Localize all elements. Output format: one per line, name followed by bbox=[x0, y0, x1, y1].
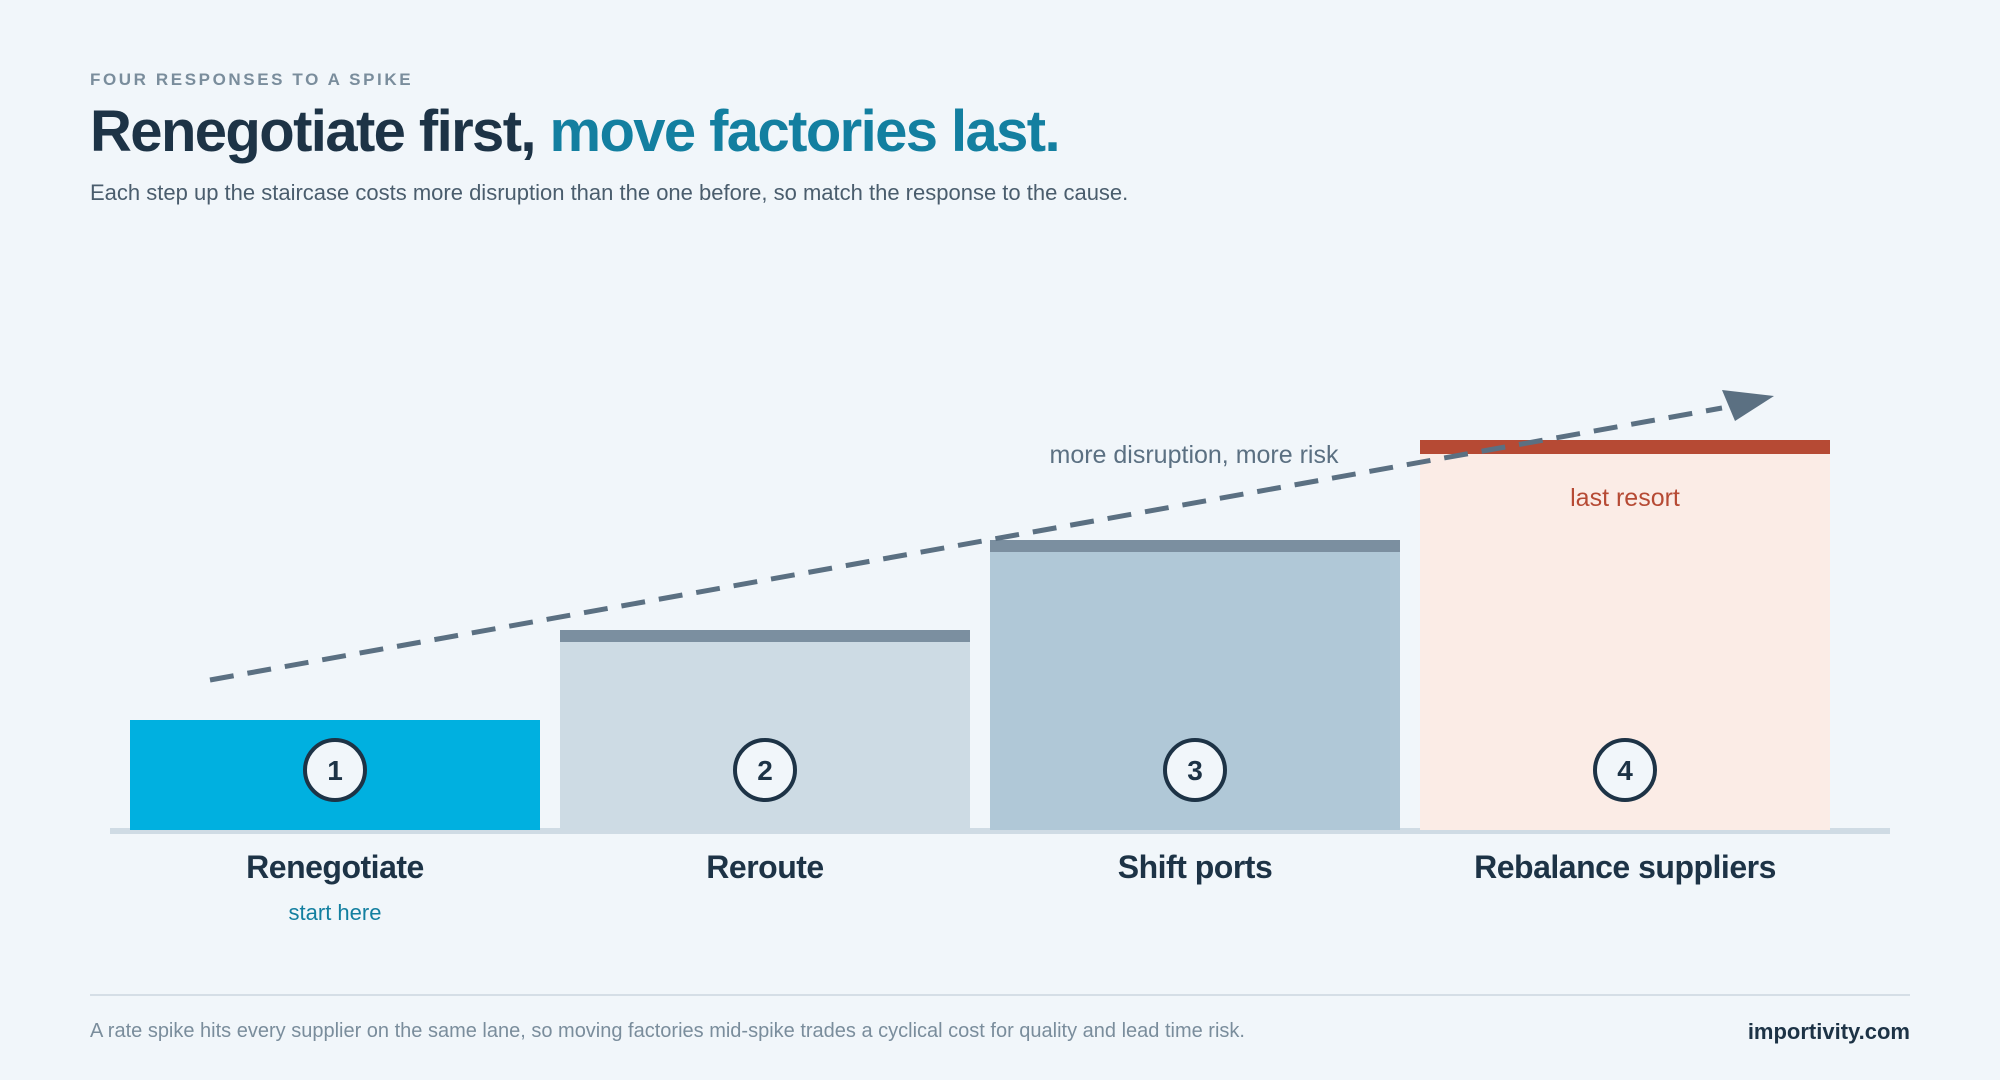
step-1-badge bbox=[303, 738, 367, 802]
eyebrow: FOUR RESPONSES TO A SPIKE bbox=[90, 70, 414, 89]
step-2-badge bbox=[733, 738, 797, 802]
step-4-note: last resort bbox=[1570, 484, 1680, 512]
step-2-number: 2 bbox=[757, 755, 773, 786]
trend-label: more disruption, more risk bbox=[1050, 441, 1339, 469]
step-3-cap bbox=[990, 540, 1400, 552]
step-2: 2 Reroute bbox=[560, 630, 970, 885]
title-accent: move factories last. bbox=[549, 99, 1060, 164]
step-4-badge bbox=[1593, 738, 1657, 802]
step-3: 3 Shift ports bbox=[990, 540, 1400, 885]
step-4: last resort 4 Rebalance suppliers bbox=[1420, 440, 1830, 885]
footer-divider bbox=[90, 994, 1910, 996]
trend-arrow-head bbox=[1722, 390, 1774, 421]
step-4-name: Rebalance suppliers bbox=[1474, 849, 1776, 885]
page-subtitle: Each step up the staircase costs more di… bbox=[90, 180, 1129, 205]
step-1-name: Renegotiate bbox=[246, 849, 424, 885]
brand-link[interactable]: importivity.com bbox=[1747, 1019, 1910, 1044]
step-2-name: Reroute bbox=[706, 849, 823, 885]
step-3-badge bbox=[1163, 738, 1227, 802]
title-main: Renegotiate first, bbox=[90, 99, 537, 164]
step-1: 1 Renegotiate start here bbox=[130, 720, 540, 925]
step-4-number: 4 bbox=[1617, 755, 1633, 786]
step-2-cap bbox=[560, 630, 970, 642]
footer-note: A rate spike hits every supplier on the … bbox=[90, 1020, 1245, 1042]
trend-arrow-line bbox=[209, 405, 1723, 683]
step-3-name: Shift ports bbox=[1118, 849, 1272, 885]
step-3-number: 3 bbox=[1187, 755, 1203, 786]
step-1-caption: start here bbox=[289, 900, 382, 925]
step-4-cap bbox=[1420, 440, 1830, 454]
step-1-number: 1 bbox=[327, 755, 343, 786]
page-title: Renegotiate first, move factories last. bbox=[90, 98, 1061, 165]
